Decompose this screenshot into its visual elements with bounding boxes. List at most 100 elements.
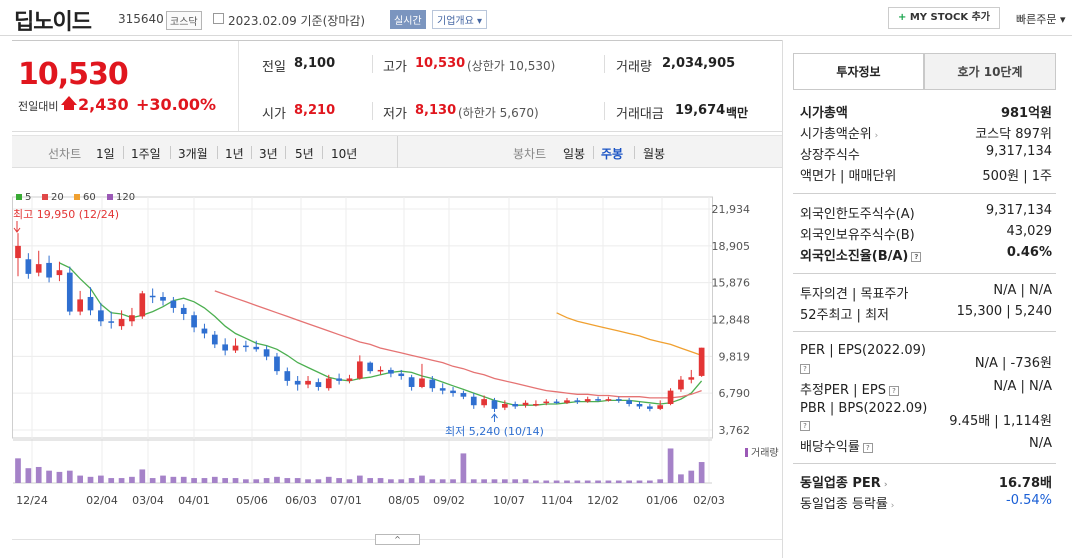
divider [793,331,1056,332]
candle-body [574,400,581,402]
tab-order-book[interactable]: 호가 10단계 [924,53,1056,90]
candle-body [595,399,601,401]
volume-bar [170,476,177,483]
chart-expand-handle[interactable]: ^ [375,534,420,545]
x-tick-label: 02/03 [693,494,725,507]
industry-rate-row-value: -0.54% [1006,493,1052,508]
volume-bar [533,480,539,483]
candle-body [232,345,239,351]
x-tick-label: 07/01 [330,494,362,507]
help-icon[interactable]: ? [911,251,922,262]
period-3y[interactable]: 3년 [259,147,278,161]
candle-body [346,378,353,381]
volume-bar [698,462,705,483]
candle-weekly[interactable]: 주봉 [601,147,624,161]
period-1d[interactable]: 1일 [96,147,115,161]
x-tick-label: 12/24 [16,494,48,507]
candle-body [533,403,539,406]
x-tick-label: 06/03 [285,494,317,507]
candle-body [439,388,446,391]
candle-body [657,405,664,409]
volume-bar [305,479,311,483]
volume-bar [377,478,384,483]
candle-body [253,346,260,350]
pbr-bps-row-label: PBR | BPS(2022.09) [800,401,928,416]
period-5y[interactable]: 5년 [295,147,314,161]
candle-body [305,380,311,385]
low-arrow-head [491,413,498,419]
info-row-3-label: 상장주식수 [800,148,860,163]
x-tick-label: 02/04 [86,494,118,507]
stock-name: 딥노이드 [14,10,92,35]
help-icon[interactable]: ? [888,385,899,396]
candle-body [66,272,73,312]
candle-body [512,403,519,407]
candle-body [388,369,394,374]
foreign-row-3-value: 0.46% [1006,245,1052,260]
candle-daily[interactable]: 일봉 [563,147,586,161]
info-row-2-label: 시가총액순위 › [800,127,879,142]
foreign-row-2-label: 외국인보유주식수(B) [800,228,915,243]
price-panel [12,40,782,132]
volume-bar [325,476,332,483]
volume-bar [98,475,104,483]
volume-bar [626,480,632,483]
candle-body [129,315,135,322]
realtime-button[interactable]: 실시간 [390,10,426,29]
period-1w[interactable]: 1주일 [131,147,161,161]
period-3m[interactable]: 3개월 [178,147,208,161]
divider [604,55,605,73]
per-eps-row-label: PER | EPS(2022.09) [800,343,926,358]
quick-order-button[interactable]: 빠른주문 ▾ [1016,13,1066,26]
help-icon[interactable]: ? [862,442,873,453]
volume-bar [688,470,695,483]
volume-bar [481,479,487,483]
volume-bar [388,479,394,483]
divider [593,146,594,159]
candle-body [377,369,384,372]
candle-body [605,399,612,401]
volume-bar [87,476,94,483]
period-1y[interactable]: 1년 [225,147,244,161]
info-row-4-value: 500원 | 1주 [982,169,1052,184]
volume-bar [367,478,374,483]
mystock-add-button[interactable]: + MY STOCK 추가 [888,7,1000,29]
ma-line-5 [59,262,703,406]
est-per-row-label: 추정PER | EPS? [800,379,899,398]
tab-invest-info[interactable]: 투자정보 [793,53,924,90]
volume-bar [584,480,591,483]
divider [170,146,171,159]
candle-body [108,321,115,323]
open-label: 시가 [262,107,286,122]
corp-overview-button[interactable]: 기업개요 ▾ [432,10,487,29]
info-row-4-label: 액면가 | 매매단위 [800,169,897,184]
divider [604,102,605,120]
x-tick-label: 05/06 [236,494,268,507]
volume-bar [35,466,42,483]
high-arrow-head [13,227,21,233]
x-tick-label: 08/05 [388,494,420,507]
volume-bar [315,479,322,483]
volume-bar [657,479,664,483]
volume-bar [522,479,529,483]
divider [793,273,1056,274]
help-icon[interactable]: ? [800,364,810,374]
est-per-row-value: N/A | N/A [993,379,1052,394]
candle-monthly[interactable]: 월봉 [643,147,666,161]
candle-body [647,406,653,409]
period-10y[interactable]: 10년 [331,147,358,161]
candle-body [667,390,674,404]
prev-close-label: 전일 [262,60,286,75]
low-value: 8,130 [415,103,457,118]
help-icon[interactable]: ? [800,421,810,431]
opinion-row-2-value: 15,300 | 5,240 [956,304,1052,319]
divider [793,463,1056,464]
candle-body [584,399,591,402]
volume-bar [15,458,21,483]
legend-label: 60 [83,192,96,203]
volume-bar [336,478,342,483]
stock-chart[interactable]: 21,934 18,905 15,876 12,848 9,819 6,790 3,762 1… [12,188,782,512]
volume-bar [263,478,270,483]
legend-swatch [16,194,22,200]
candle-body [470,396,477,406]
